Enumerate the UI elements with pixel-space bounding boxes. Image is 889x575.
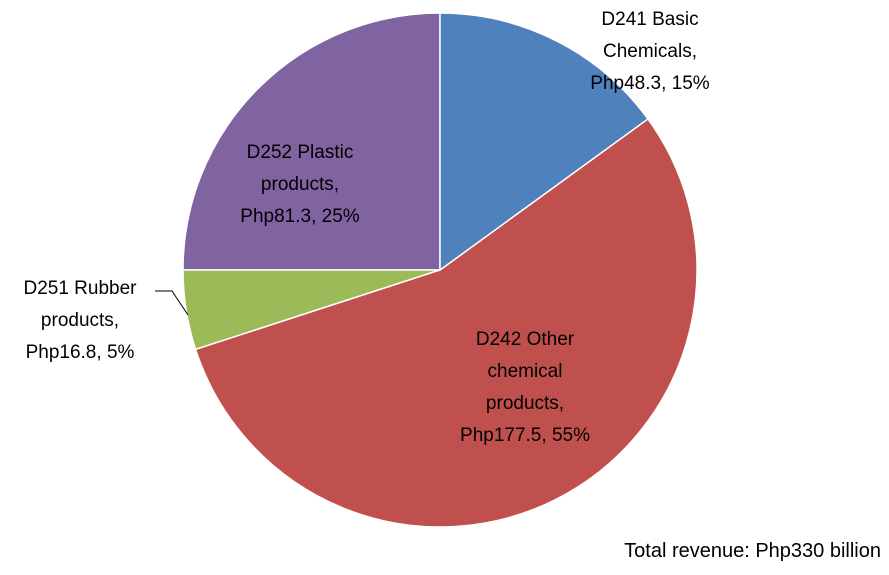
pie-slice — [194, 117, 698, 528]
value-line: Php48.3, 15% — [590, 73, 709, 94]
value-label: 5% — [106, 342, 135, 363]
amount-label: Php16.8 — [25, 342, 97, 363]
category-label: D242 Other chemical products — [475, 329, 575, 414]
leader-line — [155, 290, 189, 316]
separator: , — [661, 73, 667, 94]
separator: , — [333, 174, 340, 195]
category-label: D241 Basic Chemicals — [601, 9, 699, 62]
category-label: D252 Plastic products — [246, 142, 354, 195]
slice-label: D251 Rubber products, Php16.8, 5% — [15, 273, 145, 369]
amount-label: Php177.5 — [460, 425, 542, 446]
separator: , — [541, 425, 547, 446]
value-line: Php81.3, 25% — [240, 206, 359, 227]
slice-label: D241 Basic Chemicals, Php48.3, 15% — [585, 4, 715, 100]
slice-label: D242 Other chemical products, Php177.5, 5… — [455, 324, 595, 452]
amount-label: Php81.3 — [240, 206, 312, 227]
separator: , — [113, 310, 120, 331]
value-line: Php177.5, 55% — [460, 425, 590, 446]
value-line: Php16.8, 5% — [26, 342, 135, 363]
value-label: 25% — [321, 206, 360, 227]
slice-label: D252 Plastic products, Php81.3, 25% — [235, 137, 365, 233]
separator: , — [691, 41, 697, 62]
separator: , — [96, 342, 102, 363]
pie-slice — [439, 12, 649, 272]
value-label: 55% — [551, 425, 590, 446]
category-label: D251 Rubber products — [23, 278, 137, 331]
separator: , — [558, 393, 565, 414]
annotation: Total revenue: Php330 billion — [624, 540, 881, 562]
value-label: 15% — [671, 73, 710, 94]
separator: , — [311, 206, 317, 227]
amount-label: Php48.3 — [590, 73, 662, 94]
pie-slice — [182, 12, 441, 271]
